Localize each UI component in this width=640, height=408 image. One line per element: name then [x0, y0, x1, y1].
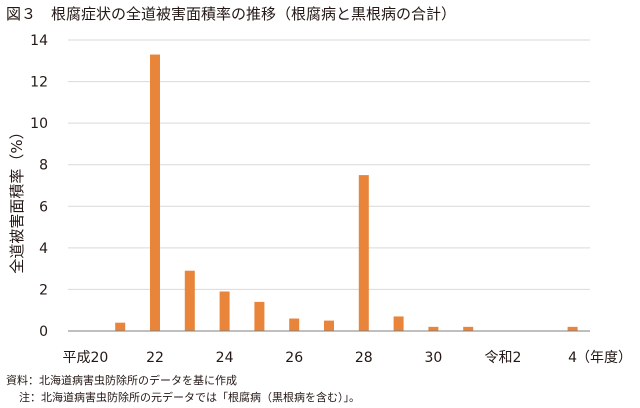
- footnote: 注：北海道病害虫防除所の元データでは「根腐病（黒根病を含む）」。: [19, 391, 360, 404]
- source-note: 資料：北海道病害虫防除所のデータを基に作成: [6, 374, 237, 387]
- bar-5: [254, 301, 265, 331]
- bar-7: [324, 320, 334, 331]
- gridlines: [68, 39, 590, 290]
- bar-3: [184, 270, 195, 331]
- bar-4: [219, 291, 230, 331]
- x-tick-label: 28: [355, 350, 373, 366]
- y-axis-title: 全道被害面積率（%）: [8, 124, 26, 273]
- y-tick-label: 4: [39, 241, 48, 257]
- x-tick-label: 4: [568, 350, 577, 366]
- x-tick-labels: 平成20 22 24 26 28 30 令和2 4: [62, 350, 577, 366]
- x-tick-label: 22: [146, 350, 164, 366]
- bar-1: [115, 322, 126, 331]
- x-axis-unit-label: （年度）: [576, 350, 632, 366]
- bar-14: [567, 326, 578, 331]
- x-tick-label: 令和2: [485, 350, 522, 366]
- x-tick-label: 30: [424, 350, 442, 366]
- x-tick-label: 26: [285, 350, 303, 366]
- bar-11: [463, 326, 474, 331]
- bars: [115, 54, 578, 332]
- y-tick-label: 8: [39, 158, 48, 174]
- y-tick-label: 14: [30, 33, 48, 49]
- y-tick-label: 6: [39, 199, 48, 215]
- y-tick-labels: 0 2 4 6 8 10 12 14: [30, 33, 48, 340]
- bar-2: [150, 54, 160, 332]
- bar-8: [358, 175, 369, 331]
- y-tick-label: 2: [39, 282, 48, 298]
- y-tick-label: 12: [30, 75, 48, 91]
- chart-notes: 資料：北海道病害虫防除所のデータを基に作成 注：北海道病害虫防除所の元データでは…: [6, 372, 360, 406]
- x-tick-label: 平成20: [62, 350, 108, 366]
- chart-title: 図３ 根腐症状の全道被害面積率の推移（根腐病と黒根病の合計）: [6, 5, 457, 23]
- bar-10: [428, 326, 439, 331]
- y-tick-label: 10: [30, 116, 48, 132]
- bar-9: [393, 316, 404, 331]
- bar-6: [289, 318, 300, 331]
- x-tick-label: 24: [216, 350, 234, 366]
- y-tick-label: 0: [39, 324, 48, 340]
